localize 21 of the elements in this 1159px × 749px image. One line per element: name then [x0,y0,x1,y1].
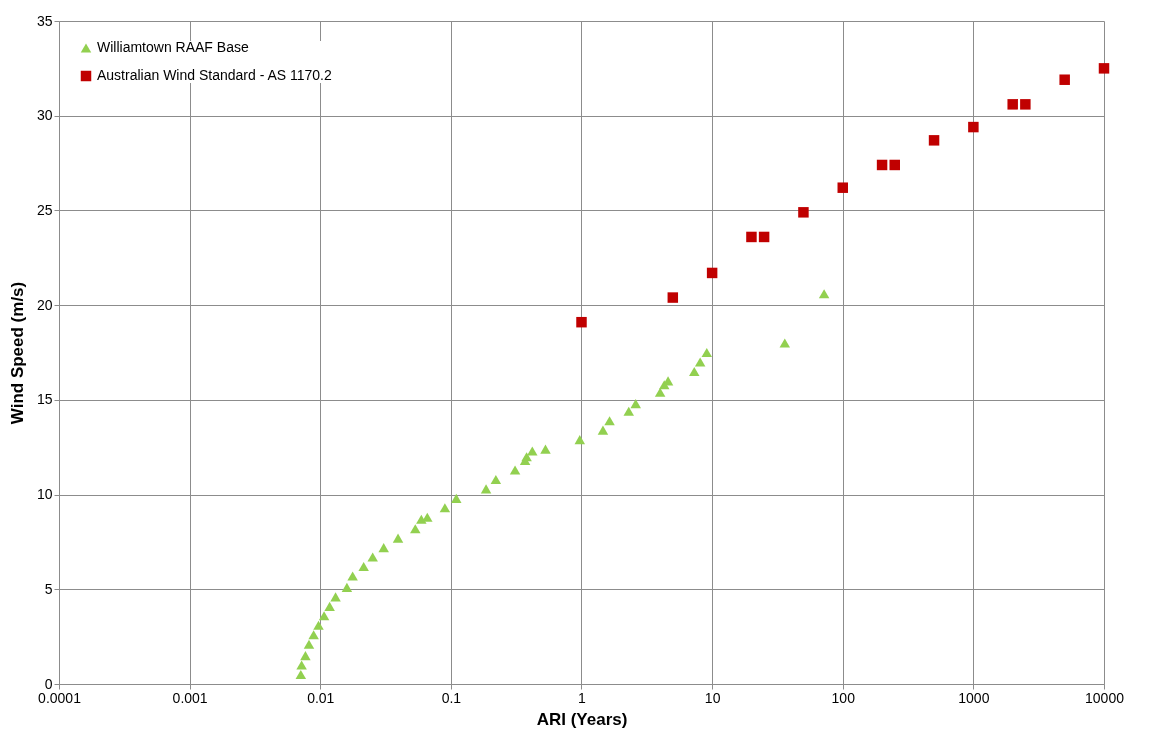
x-tick-label: 0.1 [441,689,462,706]
x-tick-label: 10 [704,689,721,706]
y-tick-label: 0 [44,675,53,692]
y-tick-label: 5 [44,580,53,597]
y-tick-label: 20 [36,296,53,313]
x-tick-label: 100 [831,689,856,706]
y-tick-label: 15 [36,391,53,408]
y-tick-label: 35 [36,12,53,29]
y-tick-label: 30 [36,107,53,124]
x-tick-label: 1 [578,689,587,706]
y-tick-label: 25 [36,201,53,218]
legend-label: Williamtown RAAF Base [97,39,249,55]
x-tick-label: 10000 [1085,689,1125,706]
x-tick-label: 0.01 [307,689,335,706]
x-tick-label: 0.0001 [38,689,82,706]
y-axis-title: Wind Speed (m/s) [7,281,27,425]
y-tick-label: 10 [36,486,53,503]
x-axis-title: ARI (Years) [536,709,628,729]
x-tick-label: 0.001 [172,689,208,706]
x-tick-label: 1000 [958,689,990,706]
legend-label: Australian Wind Standard - AS 1170.2 [97,67,332,83]
